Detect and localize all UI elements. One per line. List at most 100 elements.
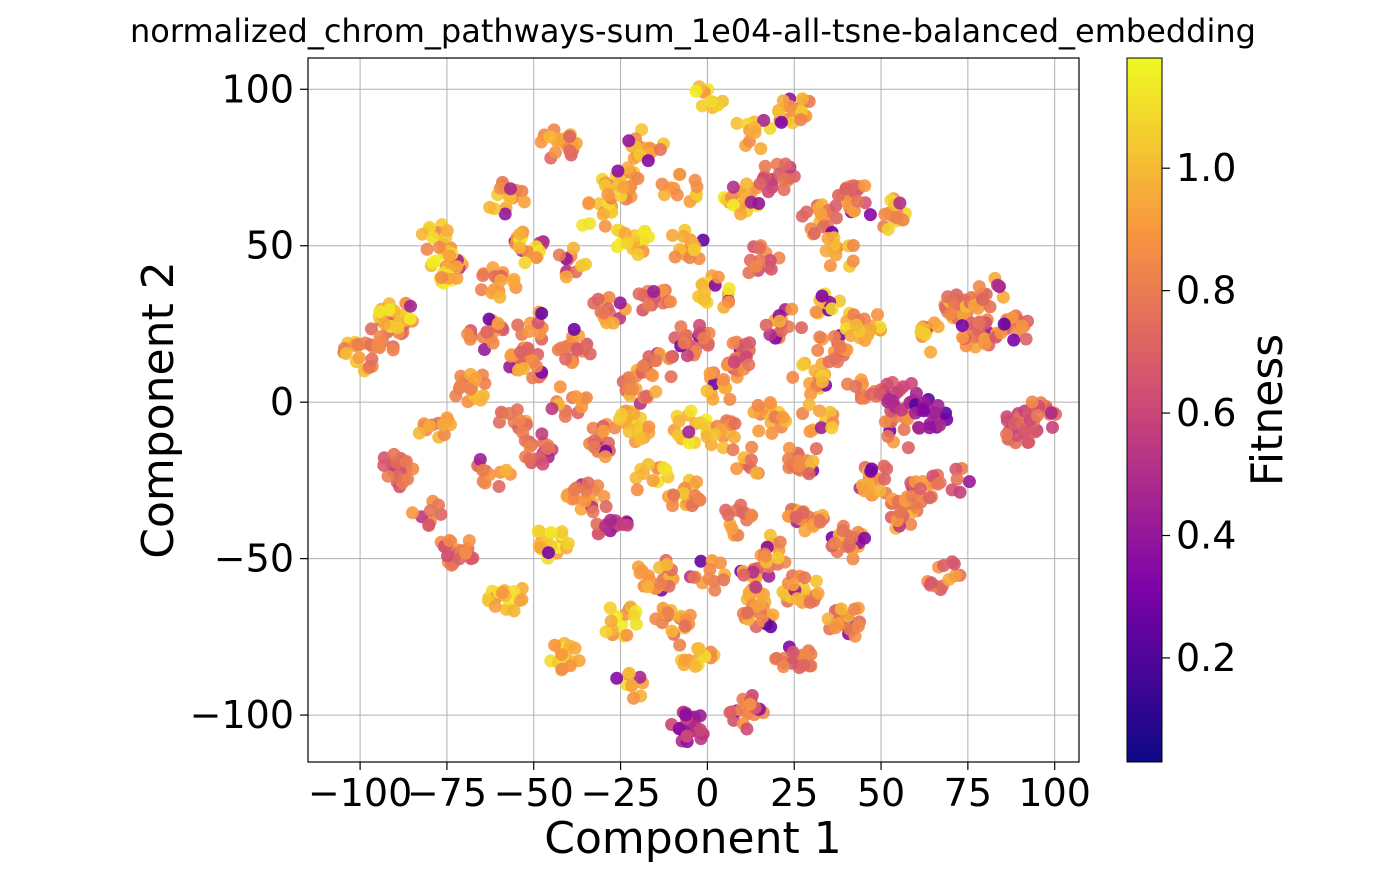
data-point (772, 105, 786, 119)
data-point (352, 351, 366, 365)
data-point (924, 576, 938, 590)
data-point (782, 441, 796, 455)
data-point (390, 469, 404, 483)
data-point (412, 426, 426, 440)
data-point (440, 224, 454, 238)
data-point (744, 453, 758, 467)
data-point (839, 182, 853, 196)
data-point (559, 270, 573, 284)
data-point (790, 592, 804, 606)
data-point (700, 384, 714, 398)
data-point (687, 570, 701, 584)
data-point (512, 241, 526, 255)
data-point (668, 250, 682, 264)
data-point (631, 248, 645, 262)
data-point (828, 352, 842, 366)
data-point (665, 624, 679, 638)
data-point (972, 280, 986, 294)
data-point (698, 286, 712, 299)
x-tick-label: 0 (695, 771, 719, 815)
data-point (727, 430, 741, 444)
data-point (845, 531, 859, 545)
data-point (599, 625, 613, 639)
data-point (864, 464, 878, 478)
data-point (811, 343, 825, 357)
data-point (947, 557, 961, 571)
data-point (1028, 425, 1042, 439)
data-point (740, 606, 754, 620)
data-point (554, 341, 568, 355)
data-point (764, 262, 778, 276)
data-point (631, 172, 645, 185)
data-point (798, 571, 812, 585)
data-point (591, 292, 605, 306)
data-point (931, 320, 945, 334)
data-point (522, 325, 536, 338)
data-point (450, 260, 464, 274)
data-point (567, 241, 580, 255)
data-point (811, 586, 825, 600)
data-point (752, 424, 766, 438)
data-point (730, 462, 744, 476)
data-point (726, 198, 740, 212)
data-point (420, 242, 434, 256)
data-point (784, 100, 797, 114)
data-point (665, 350, 679, 364)
data-point (829, 621, 843, 635)
data-point (743, 336, 757, 350)
data-point (673, 167, 687, 181)
colorbar-tick-label: 1.0 (1176, 146, 1236, 190)
data-point (976, 292, 990, 306)
data-point (513, 227, 527, 241)
data-point (604, 513, 618, 527)
data-point (797, 658, 811, 672)
data-point (615, 407, 629, 421)
data-point (809, 442, 823, 456)
data-point (771, 551, 785, 565)
data-point (1046, 420, 1059, 434)
data-point (825, 302, 839, 316)
data-point (459, 546, 472, 560)
data-point (692, 642, 706, 656)
x-tick-label: 100 (1018, 771, 1091, 815)
data-point (689, 84, 703, 98)
data-point (676, 486, 690, 500)
data-point (1019, 423, 1033, 437)
data-point (745, 440, 759, 454)
data-point (722, 282, 736, 296)
data-point (726, 336, 740, 350)
data-point (620, 518, 634, 532)
data-point (422, 518, 436, 532)
data-point (423, 419, 437, 433)
data-point (813, 515, 827, 529)
data-point (721, 508, 735, 522)
data-point (727, 355, 741, 369)
data-point (851, 194, 865, 208)
x-tick-label: −50 (494, 771, 574, 815)
x-tick-label: −100 (308, 771, 412, 815)
data-point (404, 299, 417, 313)
data-point (583, 347, 597, 361)
data-point (602, 291, 616, 304)
data-point (476, 463, 490, 477)
data-point (773, 535, 787, 549)
data-point (633, 566, 647, 580)
data-point (437, 428, 451, 442)
data-point (415, 227, 429, 241)
data-point (703, 366, 717, 380)
data-point (664, 295, 677, 309)
data-point (804, 387, 818, 401)
data-point (521, 342, 535, 355)
data-point (636, 359, 650, 373)
data-point (673, 638, 687, 652)
data-point (776, 173, 790, 187)
data-point (734, 207, 748, 221)
data-point (659, 463, 673, 477)
data-point (641, 154, 655, 168)
data-point (603, 601, 617, 615)
data-point (613, 296, 627, 310)
data-point (730, 116, 744, 130)
data-point (717, 573, 731, 587)
data-point (641, 298, 655, 312)
